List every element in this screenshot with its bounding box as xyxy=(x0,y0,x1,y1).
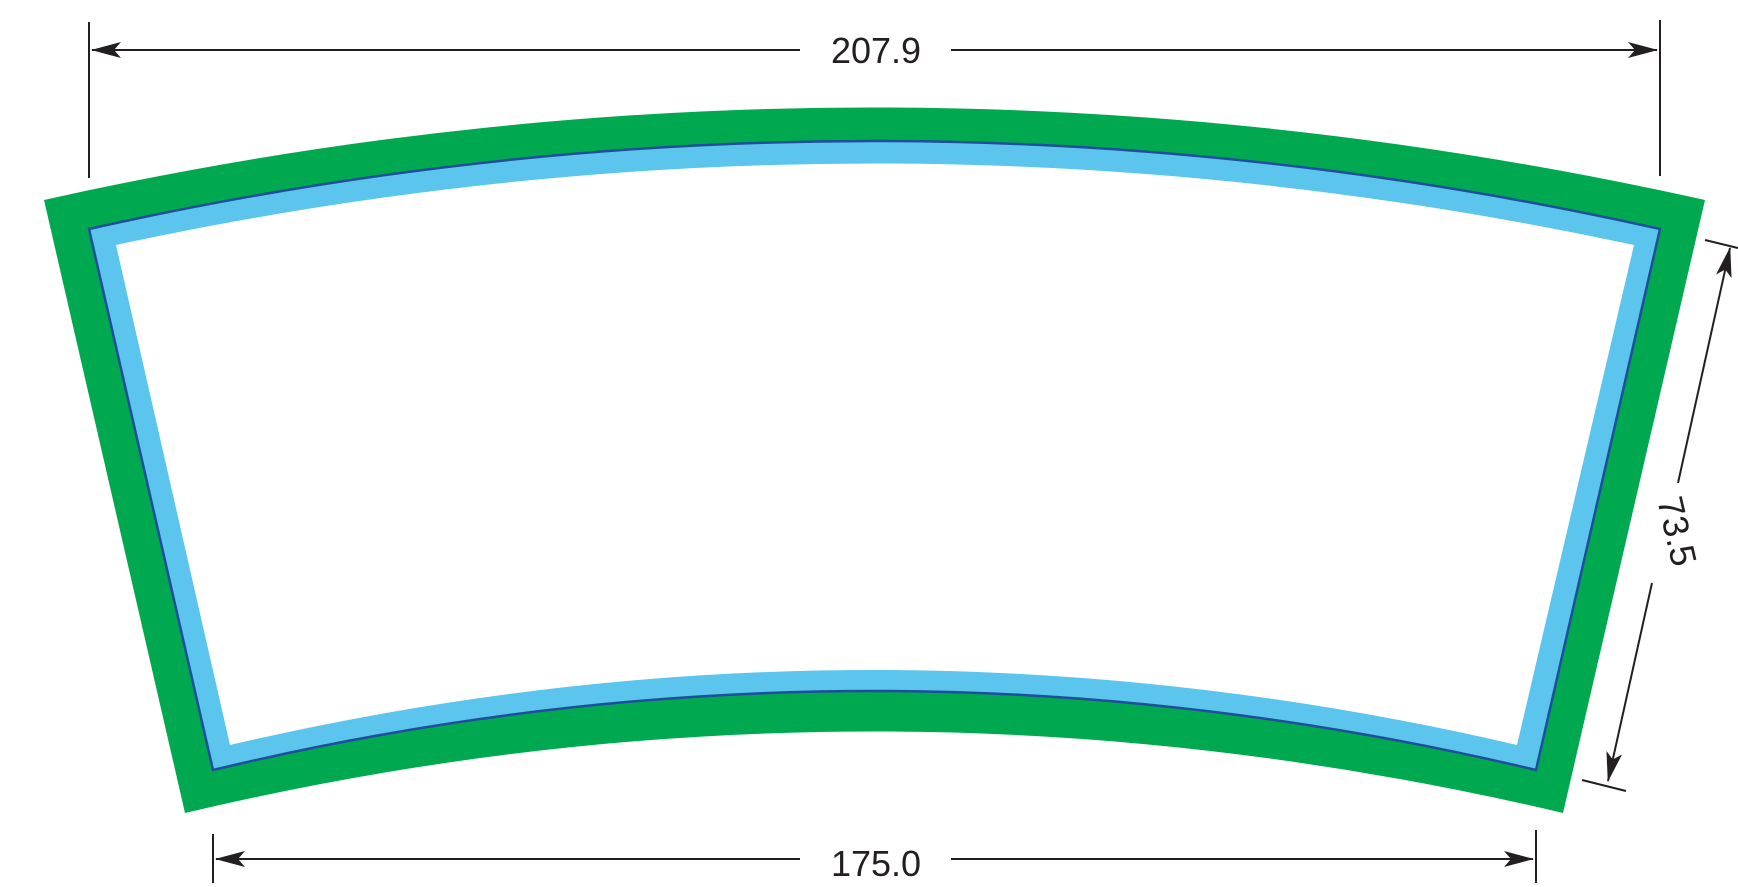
side-dimension-line-upper xyxy=(1677,247,1732,484)
bottom-width-dimension: 175.0 xyxy=(212,830,1537,884)
bottom-width-label: 175.0 xyxy=(831,843,921,884)
top-width-dimension: 207.9 xyxy=(88,20,1661,178)
top-width-label: 207.9 xyxy=(831,30,921,71)
side-upper-extension-line xyxy=(1704,239,1738,249)
side-lower-extension-line xyxy=(1581,779,1627,792)
side-height-label: 73.5 xyxy=(1649,492,1705,570)
printable-area xyxy=(116,163,1634,745)
side-dimension-line-lower xyxy=(1606,582,1653,782)
